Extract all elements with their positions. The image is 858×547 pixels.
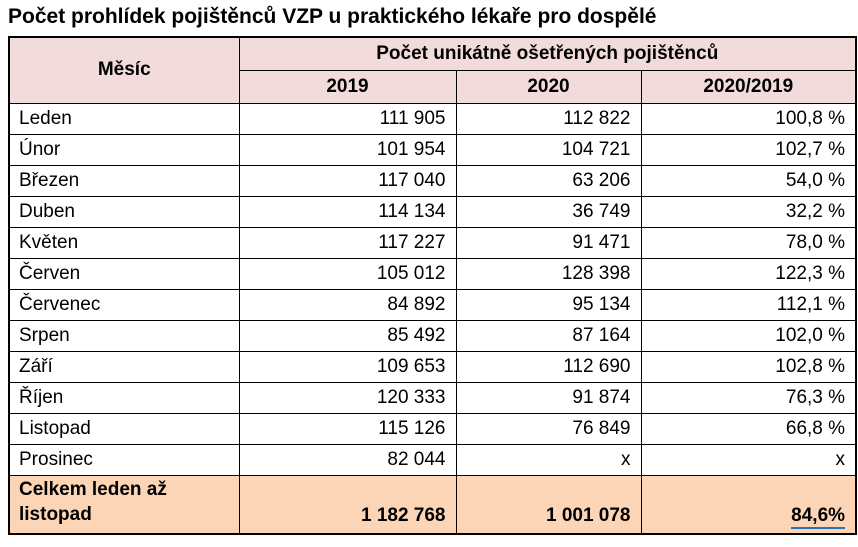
table-title: Počet prohlídek pojištěnců VZP u praktic… [8,5,657,28]
header-row-years: 2019 2020 2020/2019 [9,69,857,104]
month-cell: Říjen [8,381,240,414]
table-row: Prosinec 82 044 x x [8,443,857,476]
ratio-cell: 122,3 % [640,257,857,290]
month-cell: Únor [8,133,240,166]
value-2020-cell: 112 690 [455,350,642,383]
header-month: Měsíc [8,36,240,104]
ratio-cell: 32,2 % [640,195,857,228]
value-2020-cell: 128 398 [455,257,642,290]
month-cell: Září [8,350,240,383]
value-2020-cell: 63 206 [455,164,642,197]
month-cell: Duben [8,195,240,228]
total-2020-cell: 1 001 078 [455,474,642,535]
table-row: Listopad 115 126 76 849 66,8 % [8,412,857,445]
value-2019-cell: 117 227 [238,226,457,259]
ratio-cell: x [640,443,857,476]
ratio-cell: 54,0 % [640,164,857,197]
value-2019-cell: 101 954 [238,133,457,166]
data-table: Měsíc Počet unikátně ošetřených pojištěn… [8,36,858,535]
value-2020-cell: 91 471 [455,226,642,259]
ratio-cell: 78,0 % [640,226,857,259]
value-2020-cell: 104 721 [455,133,642,166]
table-row: Červen 105 012 128 398 122,3 % [8,257,857,290]
ratio-cell: 102,8 % [640,350,857,383]
table-row: Únor 101 954 104 721 102,7 % [8,133,857,166]
table-row: Říjen 120 333 91 874 76,3 % [8,381,857,414]
ratio-cell: 102,7 % [640,133,857,166]
value-2020-cell: 112 822 [455,102,642,135]
ratio-cell: 100,8 % [640,102,857,135]
table-row: Září 109 653 112 690 102,8 % [8,350,857,383]
value-2019-cell: 120 333 [238,381,457,414]
header-2020: 2020 [455,69,642,104]
header-ratio: 2020/2019 [640,69,857,104]
table-header: Měsíc Počet unikátně ošetřených pojištěn… [8,36,857,104]
header-row-group: Měsíc Počet unikátně ošetřených pojištěn… [8,36,857,104]
table-row: Květen 117 227 91 471 78,0 % [8,226,857,259]
header-2019: 2019 [238,69,457,104]
table-body: Leden 111 905 112 822 100,8 % Únor 101 9… [8,102,857,476]
value-2019-cell: 82 044 [238,443,457,476]
table-footer: Celkem leden až listopad 1 182 768 1 001… [8,474,857,535]
month-cell: Leden [8,102,240,135]
value-2020-cell: 36 749 [455,195,642,228]
month-cell: Květen [8,226,240,259]
total-2019-cell: 1 182 768 [238,474,457,535]
value-2019-cell: 114 134 [238,195,457,228]
ratio-cell: 66,8 % [640,412,857,445]
month-cell: Listopad [8,412,240,445]
value-2020-cell: 87 164 [455,319,642,352]
value-2019-cell: 105 012 [238,257,457,290]
value-2020-cell: 95 134 [455,288,642,321]
value-2019-cell: 117 040 [238,164,457,197]
month-cell: Červen [8,257,240,290]
value-2020-cell: x [455,443,642,476]
value-2019-cell: 111 905 [238,102,457,135]
ratio-cell: 76,3 % [640,381,857,414]
value-2019-cell: 84 892 [238,288,457,321]
total-ratio-cell: 84,6% [640,474,857,535]
table-row: Leden 111 905 112 822 100,8 % [8,102,857,135]
value-2019-cell: 85 492 [238,319,457,352]
value-2019-cell: 109 653 [238,350,457,383]
table-row: Červenec 84 892 95 134 112,1 % [8,288,857,321]
month-cell: Březen [8,164,240,197]
table-row: Duben 114 134 36 749 32,2 % [8,195,857,228]
value-2020-cell: 91 874 [455,381,642,414]
total-row: Celkem leden až listopad 1 182 768 1 001… [8,474,857,535]
header-group: Počet unikátně ošetřených pojištěnců [238,36,857,71]
total-label-cell: Celkem leden až listopad [8,474,240,535]
month-cell: Červenec [8,288,240,321]
table-row: Srpen 85 492 87 164 102,0 % [8,319,857,352]
value-2020-cell: 76 849 [455,412,642,445]
ratio-cell: 112,1 % [640,288,857,321]
month-cell: Srpen [8,319,240,352]
table-row: Březen 117 040 63 206 54,0 % [8,164,857,197]
value-2019-cell: 115 126 [238,412,457,445]
month-cell: Prosinec [8,443,240,476]
ratio-cell: 102,0 % [640,319,857,352]
total-ratio-value: 84,6% [791,505,846,529]
